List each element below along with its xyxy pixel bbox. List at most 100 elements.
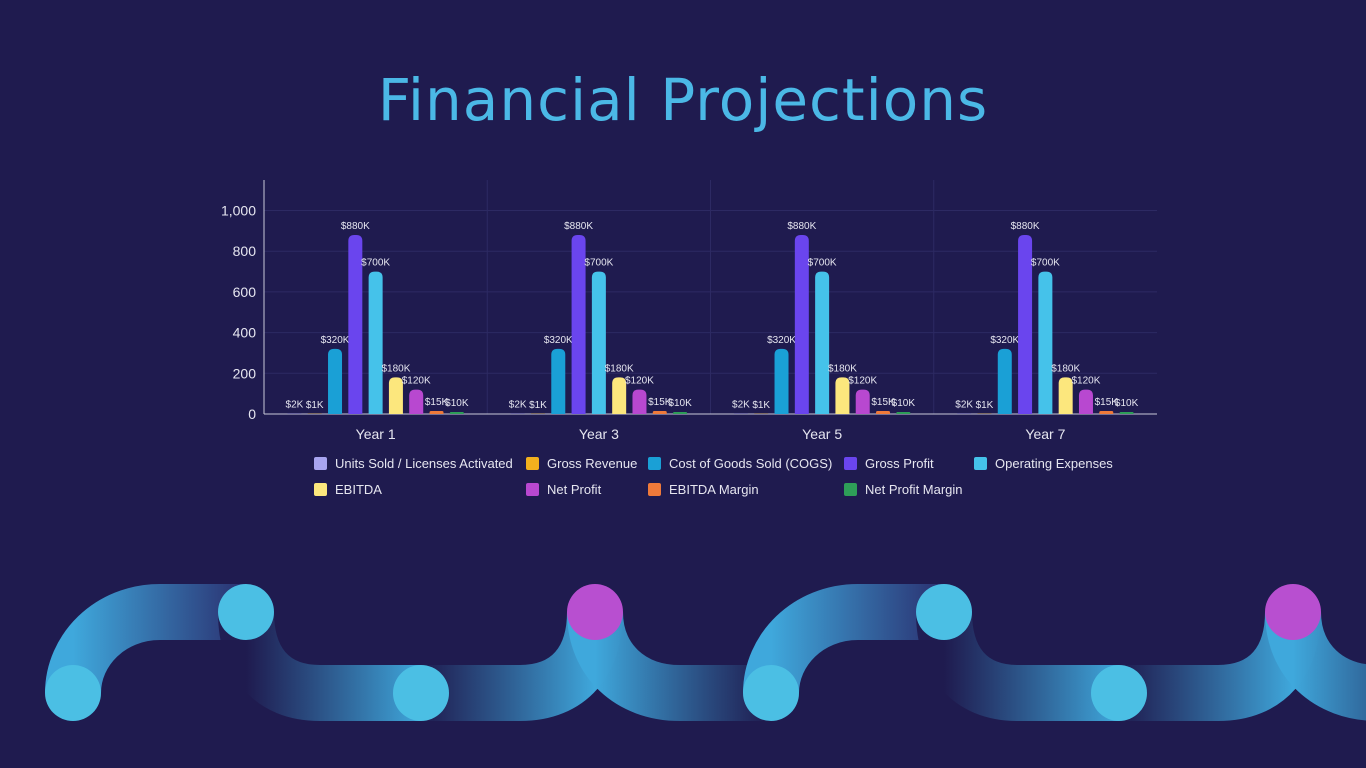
bar	[368, 271, 383, 414]
y-tick-label: 400	[233, 325, 257, 341]
decorative-node	[1091, 665, 1147, 721]
bar-data-label: $10K	[445, 398, 469, 409]
bar	[449, 411, 464, 414]
bar	[632, 389, 647, 414]
decorative-node	[567, 584, 623, 640]
legend-item[interactable]: Units Sold / Licenses Activated	[314, 455, 513, 471]
legend-label: Cost of Goods Sold (COGS)	[669, 455, 833, 471]
bar	[1018, 234, 1033, 414]
bar	[551, 348, 566, 414]
bar-data-label: $180K	[381, 363, 410, 374]
decorative-node	[393, 665, 449, 721]
bar	[1078, 389, 1093, 414]
bar	[815, 271, 830, 414]
legend-swatch	[648, 482, 661, 496]
bar-data-label: $1K	[976, 400, 994, 411]
bar	[835, 377, 850, 414]
bar-data-label: $880K	[1011, 221, 1040, 232]
bar-data-label: $2K	[955, 400, 973, 411]
legend-swatch	[844, 456, 857, 470]
legend-swatch	[648, 456, 661, 470]
bar-data-label: $15K	[648, 397, 672, 408]
bar-data-label: $880K	[341, 221, 370, 232]
bar-data-label: $1K	[752, 400, 770, 411]
bar	[774, 348, 789, 414]
bar	[388, 377, 403, 414]
bar	[876, 410, 891, 414]
bar-data-label: $320K	[767, 335, 796, 346]
legend-label: Units Sold / Licenses Activated	[335, 455, 513, 471]
bar-data-label: $2K	[509, 400, 527, 411]
legend-item[interactable]: Net Profit	[526, 481, 601, 497]
y-tick-label: 1,000	[221, 203, 256, 219]
legend-swatch	[974, 456, 987, 470]
decorative-tube	[916, 610, 1119, 721]
bar-data-label: $700K	[1031, 258, 1060, 269]
bar	[896, 411, 911, 414]
bar-data-label: $10K	[668, 398, 692, 409]
decorative-tube	[218, 610, 421, 721]
bar-data-label: $2K	[286, 400, 304, 411]
y-tick-label: 200	[233, 365, 257, 381]
legend-swatch	[526, 482, 539, 496]
bar-data-label: $2K	[732, 400, 750, 411]
legend-item[interactable]: Operating Expenses	[974, 455, 1113, 471]
bar	[1058, 377, 1073, 414]
bar-data-label: $700K	[808, 258, 837, 269]
bar	[1099, 410, 1114, 414]
legend-item[interactable]: EBITDA Margin	[648, 481, 759, 497]
legend-item[interactable]: Gross Profit	[844, 455, 934, 471]
bar	[855, 389, 870, 414]
legend-label: Net Profit Margin	[865, 481, 963, 497]
legend-label: EBITDA	[335, 481, 382, 497]
legend-item[interactable]: EBITDA	[314, 481, 382, 497]
bar-data-label: $10K	[1115, 398, 1139, 409]
bar-data-label: $1K	[529, 400, 547, 411]
bar-data-label: $1K	[306, 400, 324, 411]
decorative-node	[1265, 584, 1321, 640]
bar-data-label: $180K	[1051, 363, 1080, 374]
bar-data-label: $120K	[625, 376, 654, 387]
x-tick-label: Year 7	[1025, 426, 1065, 442]
bar-data-label: $120K	[402, 376, 431, 387]
bar	[409, 389, 424, 414]
bar-data-label: $320K	[990, 335, 1019, 346]
legend-swatch	[314, 482, 327, 496]
bar-data-label: $700K	[361, 258, 390, 269]
legend-label: Operating Expenses	[995, 455, 1113, 471]
bar	[1119, 411, 1134, 414]
legend-label: Gross Profit	[865, 455, 934, 471]
bar-data-label: $180K	[828, 363, 857, 374]
decorative-node	[916, 584, 972, 640]
bar-data-label: $320K	[544, 335, 573, 346]
bar	[673, 411, 688, 414]
chart-legend: Units Sold / Licenses Activated Gross Rev…	[314, 455, 1174, 505]
legend-label: EBITDA Margin	[669, 481, 759, 497]
bar-data-label: $320K	[321, 335, 350, 346]
decorative-node	[218, 584, 274, 640]
legend-item[interactable]: Cost of Goods Sold (COGS)	[648, 455, 832, 471]
legend-label: Net Profit	[547, 481, 602, 497]
bar	[794, 234, 809, 414]
bar	[652, 410, 667, 414]
bar	[571, 234, 586, 414]
x-tick-label: Year 1	[356, 426, 396, 442]
bar-data-label: $700K	[584, 258, 613, 269]
bar-data-label: $120K	[848, 376, 877, 387]
legend-label: Gross Revenue	[547, 455, 638, 471]
y-tick-label: 800	[233, 243, 257, 259]
legend-item[interactable]: Gross Revenue	[526, 455, 637, 471]
legend-item[interactable]: Net Profit Margin	[844, 481, 963, 497]
y-tick-label: 600	[233, 284, 257, 300]
x-tick-label: Year 5	[802, 426, 842, 442]
decorative-node	[45, 665, 101, 721]
bar	[612, 377, 627, 414]
y-tick-label: 0	[248, 406, 256, 422]
bar-data-label: $15K	[871, 397, 895, 408]
bar	[997, 348, 1012, 414]
bar	[429, 410, 444, 414]
bar-data-label: $880K	[787, 221, 816, 232]
bar	[328, 348, 343, 414]
